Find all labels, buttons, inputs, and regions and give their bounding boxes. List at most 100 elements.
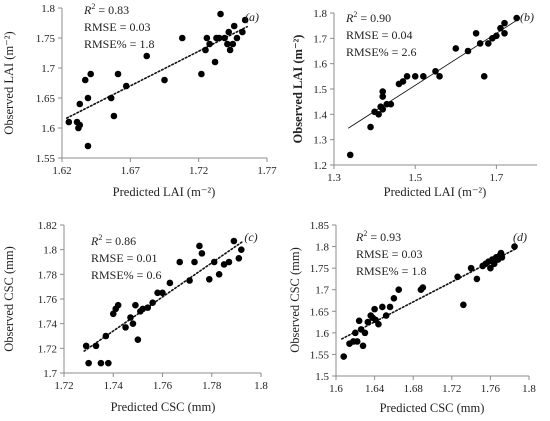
- data-point: [233, 34, 241, 42]
- x-tick-label: 1.72: [442, 383, 461, 395]
- y-tick-label: 1.6: [315, 328, 329, 340]
- data-point: [206, 40, 213, 48]
- x-tick-label: 1.67: [121, 165, 141, 177]
- data-point: [87, 70, 94, 78]
- data-point: [122, 82, 130, 90]
- y-tick-label: 1.5: [315, 371, 329, 383]
- data-point: [484, 40, 492, 47]
- data-point: [230, 237, 238, 245]
- data-point: [513, 14, 520, 22]
- data-point: [166, 279, 174, 287]
- x-tick-label: 1.6: [329, 383, 343, 395]
- r2-superscript: 2: [353, 10, 357, 19]
- y-tick-label: 1.7: [315, 285, 329, 297]
- r2-symbol: R: [90, 234, 99, 248]
- data-point: [107, 94, 115, 102]
- trend-line: [65, 25, 248, 119]
- data-point: [411, 73, 419, 80]
- data-point: [102, 332, 110, 340]
- data-point: [390, 295, 398, 302]
- data-point: [238, 246, 245, 253]
- data-point: [487, 264, 494, 272]
- data-point: [114, 301, 122, 309]
- data-point: [109, 310, 117, 318]
- data-point: [497, 24, 504, 32]
- x-tick-label: 1.72: [54, 380, 73, 392]
- data-point: [379, 105, 387, 113]
- r2-equals: =: [102, 234, 115, 248]
- data-point: [480, 73, 488, 80]
- x-axis-title: Predicted LAI (m⁻²): [384, 185, 487, 199]
- data-point: [97, 359, 105, 367]
- data-point: [225, 28, 233, 36]
- panel-label: (d): [513, 230, 527, 244]
- data-point: [202, 46, 209, 54]
- data-point: [149, 299, 156, 307]
- y-tick-label: 1.4: [313, 109, 327, 121]
- data-point: [452, 45, 460, 52]
- r2-annotation: R2 = 0.93: [355, 229, 401, 244]
- data-point: [139, 305, 147, 313]
- y-axis-title: Observed LAI (m⁻²): [2, 31, 16, 134]
- rmse-percent-annotation: RMSE% = 2.6: [346, 45, 416, 59]
- y-tick-label: 1.8: [43, 245, 57, 257]
- rmse-percent-annotation: RMSE% = 0.6: [91, 268, 161, 282]
- y-axis-title: Observed LAI (m⁻²): [291, 35, 305, 144]
- x-tick-label: 1.3: [327, 172, 341, 184]
- r2-symbol: R: [355, 230, 364, 244]
- data-point: [229, 40, 237, 48]
- panel-label: (c): [244, 230, 257, 244]
- data-point: [436, 73, 443, 80]
- data-point: [144, 304, 152, 311]
- data-point: [76, 100, 84, 108]
- y-tick-label: 1.74: [38, 319, 58, 331]
- data-point: [454, 273, 461, 281]
- rmse-percent-annotation: RMSE% = 1.8: [84, 37, 154, 51]
- r2-value: 0.93: [380, 230, 401, 244]
- y-tick-label: 1.65: [310, 306, 330, 318]
- y-tick-label: 1.5: [313, 84, 327, 96]
- rmse-annotation: RMSE = 0.04: [346, 28, 412, 42]
- data-point: [65, 118, 73, 126]
- y-tick-label: 1.3: [313, 135, 327, 147]
- data-point: [215, 34, 223, 42]
- y-tick-label: 1.8: [315, 242, 329, 254]
- x-tick-label: 1.76: [153, 380, 173, 392]
- data-point: [371, 305, 378, 313]
- data-point: [85, 359, 92, 367]
- data-point: [340, 353, 348, 360]
- data-point: [84, 94, 92, 102]
- data-point: [498, 254, 506, 261]
- x-tick-label: 1.74: [104, 380, 124, 392]
- data-point: [467, 264, 475, 272]
- data-point: [84, 142, 92, 150]
- y-axis-title: Observed CSC (mm): [2, 246, 16, 352]
- rmse-annotation: RMSE = 0.03: [356, 247, 422, 261]
- r2-superscript: 2: [91, 2, 95, 11]
- data-point: [191, 258, 198, 266]
- data-point: [432, 67, 439, 75]
- data-point: [375, 320, 382, 328]
- x-tick-label: 1.8: [522, 383, 536, 395]
- r2-equals: =: [95, 3, 108, 17]
- r2-symbol: R: [345, 11, 354, 25]
- data-point: [235, 254, 243, 262]
- data-point: [203, 34, 211, 42]
- y-tick-label: 1.7: [41, 63, 55, 75]
- r2-value: 0.90: [370, 11, 391, 25]
- data-point: [81, 76, 89, 84]
- data-point: [134, 336, 142, 344]
- data-point: [82, 342, 90, 350]
- r2-value: 0.86: [115, 234, 136, 248]
- data-point: [129, 320, 137, 327]
- r2-superscript: 2: [363, 229, 367, 238]
- data-point: [215, 271, 223, 278]
- data-point: [361, 329, 369, 337]
- data-point: [143, 52, 151, 60]
- data-point: [511, 243, 518, 250]
- y-tick-label: 1.78: [38, 269, 58, 281]
- y-tick-label: 1.76: [38, 294, 58, 306]
- x-tick-label: 1.64: [365, 383, 385, 395]
- data-point: [501, 29, 508, 37]
- data-point: [239, 28, 246, 36]
